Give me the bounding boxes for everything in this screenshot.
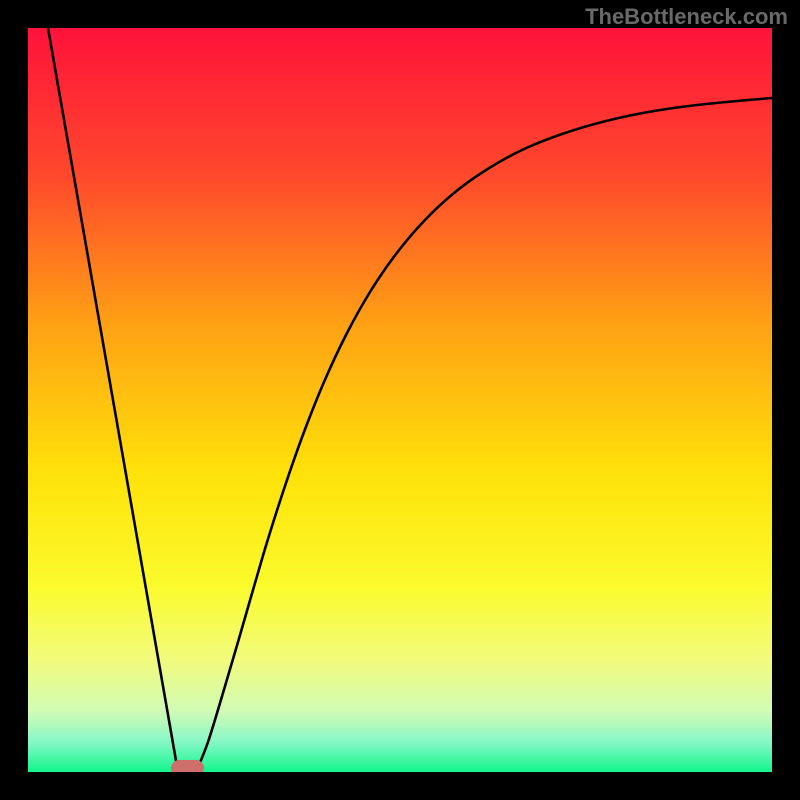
optimal-marker bbox=[171, 760, 204, 772]
plot-area bbox=[28, 28, 772, 772]
bottleneck-curve bbox=[28, 28, 772, 772]
watermark-text: TheBottleneck.com bbox=[585, 4, 788, 30]
curve-left-segment bbox=[48, 28, 178, 772]
chart-frame: TheBottleneck.com bbox=[0, 0, 800, 800]
curve-right-segment bbox=[196, 98, 772, 772]
